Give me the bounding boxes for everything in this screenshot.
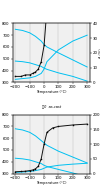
X-axis label: Temperature (°C): Temperature (°C) [36,90,66,94]
Text: ␀0  as-cast: ␀0 as-cast [42,105,61,109]
X-axis label: Temperature (°C): Temperature (°C) [36,181,66,185]
Y-axis label: Rm, Rp (N/mm²): Rm, Rp (N/mm²) [0,38,1,67]
Y-axis label: Rm, Rp (N/mm²): Rm, Rp (N/mm²) [0,130,1,159]
Y-axis label: A (%): A (%) [99,48,100,58]
